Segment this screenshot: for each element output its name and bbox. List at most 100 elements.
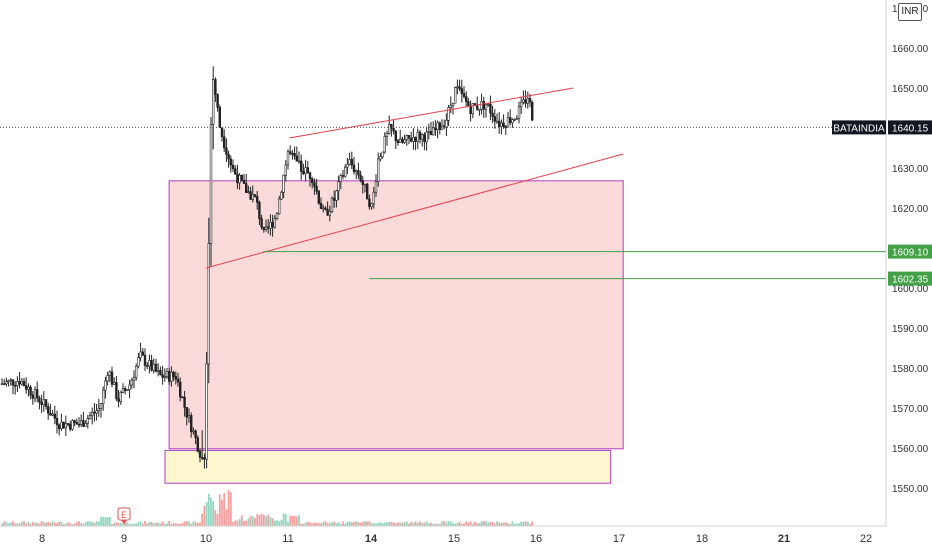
volume-bar [82, 523, 85, 526]
drawing-lines [0, 87, 886, 280]
candle [192, 427, 195, 435]
candle [251, 185, 254, 203]
time-tick-label: 18 [696, 533, 708, 545]
time-axis[interactable]: 8 9 10 11 14 15 16 17 18 21 22 [39, 533, 872, 545]
candle [328, 205, 331, 222]
candle [194, 429, 197, 445]
candle [464, 91, 468, 107]
candle [249, 186, 252, 200]
candle [429, 121, 433, 136]
time-tick-label: 11 [282, 533, 293, 545]
candle [126, 389, 129, 392]
currency-unit-label[interactable]: INR [898, 3, 922, 21]
candle [260, 214, 263, 230]
volume-bar [381, 523, 384, 526]
volume-bar [5, 521, 8, 526]
time-tick-label: 15 [448, 533, 460, 545]
volume-bar [443, 521, 446, 526]
volume-bar [95, 521, 98, 526]
volume-bar [144, 521, 146, 526]
volume-bar [27, 522, 30, 526]
volume-bar [284, 513, 287, 526]
level-price-tag[interactable]: 1602.35 [888, 271, 932, 286]
price-tick-label: 1550.00 [892, 484, 929, 495]
upper-trendline[interactable] [289, 87, 574, 139]
candle [152, 358, 155, 374]
volume-bar [205, 502, 208, 526]
earnings-marker[interactable]: E [117, 507, 131, 524]
candle [231, 159, 235, 173]
candle [517, 101, 521, 124]
candle [146, 362, 149, 369]
volume-bar [326, 522, 329, 526]
candle [310, 176, 314, 189]
time-tick-label: 21 [778, 533, 790, 545]
volume-bar [493, 523, 496, 526]
candle [409, 131, 413, 143]
volume-bar [287, 521, 289, 526]
volume-bar [467, 522, 470, 526]
volume-bar [163, 523, 166, 526]
symbol-label: BATAINDIA [833, 123, 885, 134]
volume-bar [67, 522, 69, 526]
volume-bar [56, 523, 58, 526]
volume-bar [49, 522, 52, 526]
candle [297, 151, 301, 164]
candle [2, 378, 6, 386]
candle [295, 146, 298, 162]
volume-bar [489, 522, 492, 526]
volume-bar [390, 521, 393, 526]
candle [436, 120, 439, 139]
candle [447, 105, 450, 127]
volume-bar [432, 523, 435, 526]
demand-zone-red[interactable] [168, 180, 624, 450]
volume-bar [375, 523, 377, 526]
time-tick-label: 14 [365, 533, 378, 545]
candle [7, 379, 10, 387]
volume-bar [84, 522, 87, 526]
volume-bar [498, 522, 501, 526]
candle [262, 226, 265, 233]
candle [190, 412, 193, 438]
candle [51, 409, 54, 417]
volume-bar [254, 517, 256, 526]
candle [440, 119, 444, 130]
volume-bar [229, 492, 232, 526]
candle [478, 108, 481, 116]
volume-bar [89, 521, 91, 526]
volume-bar [293, 515, 296, 526]
candle [416, 128, 419, 149]
volume-bar [117, 522, 120, 526]
symbol-price-tag[interactable]: BATAINDIA 1640.15 [832, 120, 932, 135]
candle [223, 129, 226, 152]
candle [35, 381, 39, 403]
demand-zone-yellow[interactable] [164, 449, 612, 484]
price-tick-label: 1630.00 [892, 164, 929, 175]
volume-bar [322, 522, 325, 526]
candle [335, 189, 338, 208]
candle [315, 178, 318, 195]
volume-bar [199, 522, 201, 526]
lower-trendline[interactable] [205, 153, 624, 269]
candle [519, 96, 523, 115]
time-tick-label: 8 [39, 533, 45, 545]
candle [102, 386, 105, 411]
candle [286, 149, 290, 170]
candle [449, 96, 452, 114]
candle [403, 134, 406, 145]
volume-bar [71, 523, 74, 526]
volume-bar [509, 523, 512, 526]
candle [99, 402, 103, 418]
candle [524, 90, 527, 108]
price-tick-label: 1560.00 [892, 444, 929, 455]
volume-bar [480, 521, 483, 526]
candle [264, 219, 268, 232]
volume-bar [401, 522, 404, 526]
candle [225, 138, 228, 162]
volume-bar [16, 523, 19, 526]
volume-bar [441, 521, 443, 526]
level-price-tag[interactable]: 1609.10 [888, 244, 932, 259]
candle [77, 417, 81, 428]
candle [319, 197, 323, 210]
